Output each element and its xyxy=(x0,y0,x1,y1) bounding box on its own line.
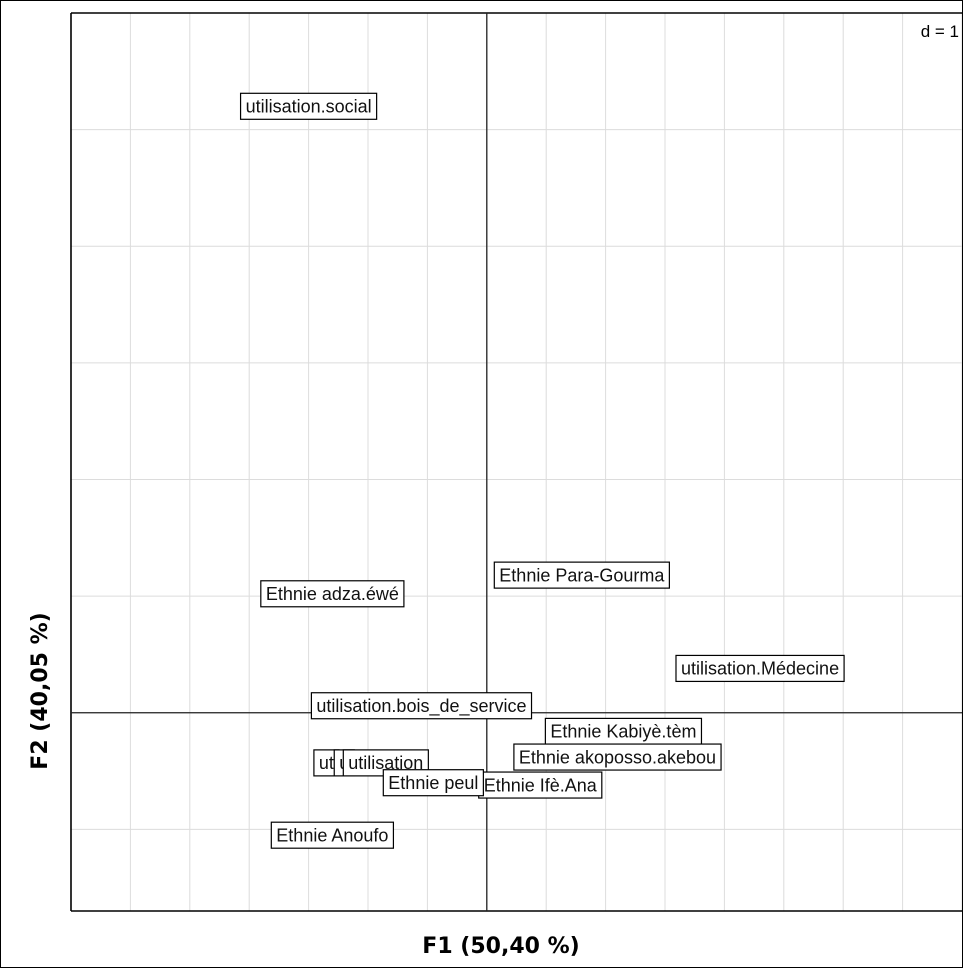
point-label-box: Ethnie Anoufo xyxy=(270,821,395,849)
point-label: utilisation.Médecine xyxy=(681,659,839,679)
point-label: Ethnie Para-Gourma xyxy=(499,565,665,585)
point-label: Ethnie peul xyxy=(388,773,478,793)
point-label-box: Ethnie adza.éwé xyxy=(260,580,405,608)
point-label: utilisation.social xyxy=(246,97,372,117)
point-label: Ethnie akoposso.akebou xyxy=(519,747,716,767)
point-label-frame xyxy=(513,743,722,771)
point-label-frame xyxy=(493,561,670,589)
point-label-box: utilisation.bois_de_service xyxy=(310,692,533,720)
point-label-box: utilisation.social xyxy=(239,92,378,120)
point-label-frame xyxy=(382,769,484,797)
point-label-frame xyxy=(260,580,405,608)
point-label-frame xyxy=(239,92,378,120)
point-label-frame xyxy=(310,692,533,720)
point-labels: utilisation.social Ethnie Para-Gourma Ethn… xyxy=(239,92,845,849)
x-axis-title: F1 (50,40 %) xyxy=(422,934,579,959)
scale-label: d = 1 xyxy=(921,22,959,41)
point-label-box: Ethnie Kabiyè.tèm xyxy=(544,717,703,746)
point-label: Ethnie adza.éwé xyxy=(266,584,399,604)
point-label-box: Ethnie Ifè.Ana xyxy=(478,771,603,799)
point-label-frame xyxy=(270,821,395,849)
point-label: utilisation xyxy=(348,753,423,773)
point-label-box: Ethnie akoposso.akebou xyxy=(513,743,722,771)
point-label: Ethnie Ifè.Ana xyxy=(484,775,598,795)
point-label: Ethnie Kabiyè.tèm xyxy=(550,722,696,742)
point-label-frame xyxy=(544,717,703,746)
point-label-frame xyxy=(675,654,845,683)
point-label: ut xyxy=(319,753,334,773)
point-label: Ethnie Anoufo xyxy=(276,825,388,845)
point-label-box: Ethnie peul xyxy=(382,769,484,797)
point-label-box: Ethnie Para-Gourma xyxy=(493,561,670,589)
y-axis-title: F2 (40,05 %) xyxy=(28,612,53,769)
point-label: utilisation.bois_de_service xyxy=(316,696,526,717)
point-label-box: utilisation.Médecine xyxy=(675,654,845,683)
